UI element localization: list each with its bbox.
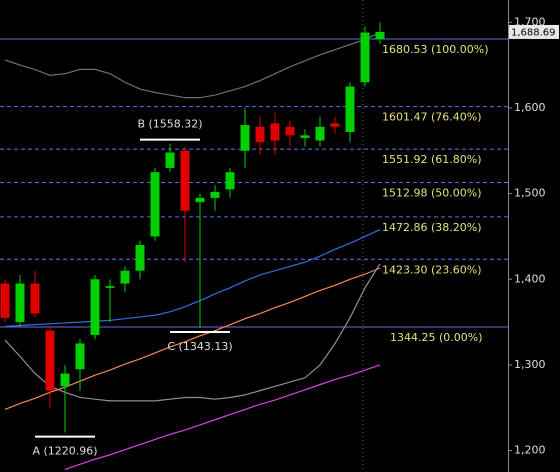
candle-body [120, 270, 130, 284]
y-tick-label: 1,200 [514, 444, 546, 457]
y-tick-label: 1,300 [514, 358, 546, 371]
fib-label: 1344.25 (0.00%) [390, 331, 483, 344]
candle-body [285, 126, 295, 136]
candle-body [210, 191, 220, 198]
candle-body [15, 283, 25, 323]
fib-label: 1512.98 (50.00%) [382, 186, 482, 199]
candle-body [60, 373, 70, 387]
fib-label: 1601.47 (76.40%) [382, 111, 482, 124]
fib-label: 1680.53 (100.00%) [382, 43, 489, 56]
candle-body [30, 283, 40, 314]
candle-body [150, 172, 160, 237]
y-tick-label: 1,500 [514, 187, 546, 200]
candle-body [180, 150, 190, 211]
candle-body [135, 244, 145, 271]
indicator-line [4, 32, 381, 99]
price-tag-label: 1,688.69 [511, 27, 556, 38]
candle-body [255, 126, 265, 143]
indicator-line [64, 364, 381, 470]
candle-body [45, 330, 55, 391]
candle-body [375, 31, 385, 40]
y-tick-label: 1,400 [514, 272, 546, 285]
indicator-line [4, 229, 381, 327]
candle-body [360, 32, 370, 83]
annotation-label: C (1343.13) [167, 340, 232, 353]
candle-body [105, 286, 115, 288]
candle-body [165, 152, 175, 168]
candle-body [300, 135, 310, 138]
price-tag [509, 24, 559, 39]
candle-body [75, 343, 85, 370]
y-tick-label: 1,600 [514, 101, 546, 114]
candle-body [225, 172, 235, 190]
annotation-label: B (1558.32) [137, 118, 202, 131]
candle-body [90, 279, 100, 335]
annotation-label: A (1220.96) [32, 445, 97, 458]
candle-body [315, 126, 325, 141]
fib-label: 1423.30 (23.60%) [382, 263, 482, 276]
candle-body [330, 123, 340, 127]
candle-body [345, 86, 355, 132]
candle-body [195, 197, 205, 203]
candle-body [270, 123, 280, 141]
candle-body [240, 125, 250, 151]
candle-body [0, 283, 10, 318]
indicator-line [4, 263, 381, 402]
fib-label: 1472.86 (38.20%) [382, 221, 482, 234]
fib-label: 1551.92 (61.80%) [382, 153, 482, 166]
